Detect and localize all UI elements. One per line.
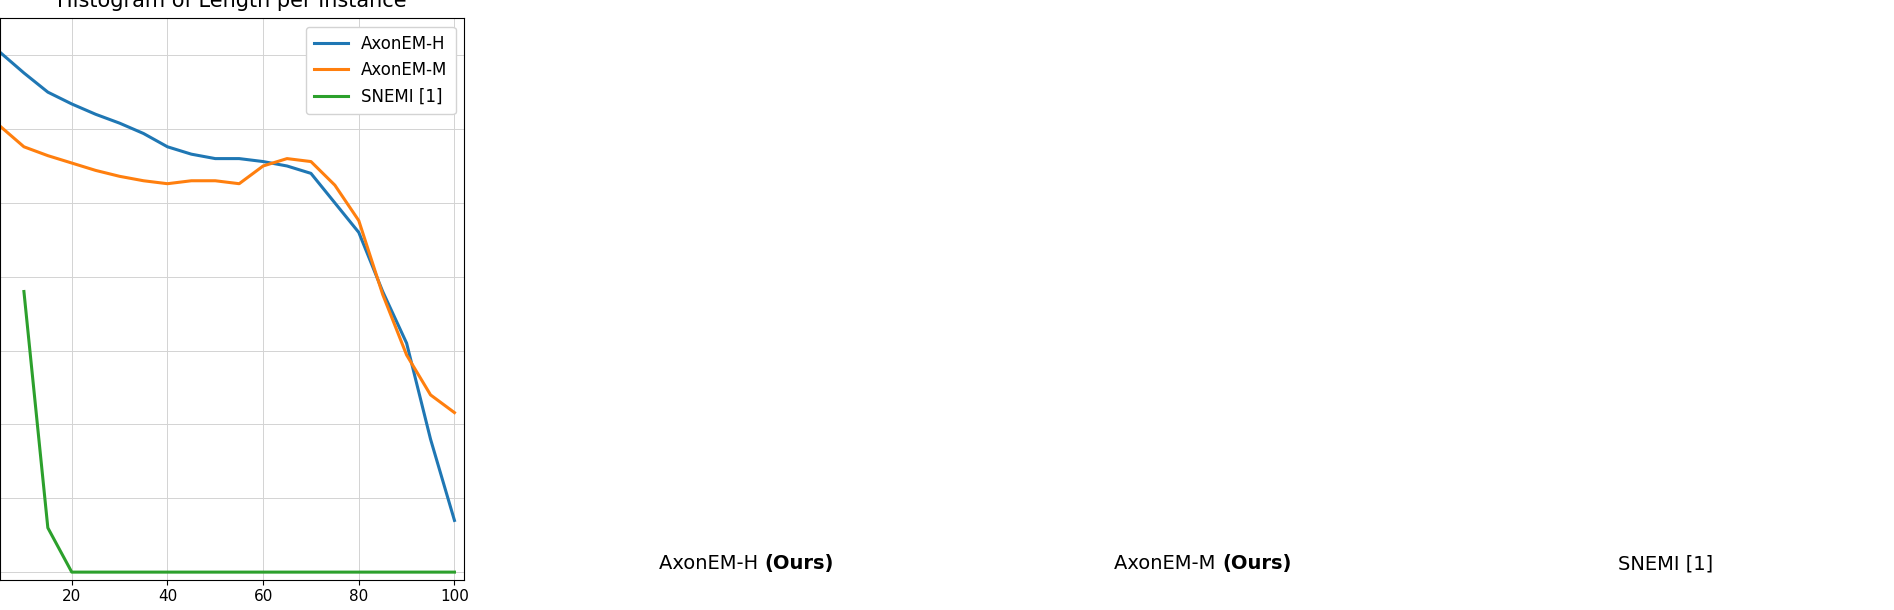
AxonEM-H — [205, 155, 227, 162]
AxonEM-H — [133, 130, 155, 137]
AxonEM-M — [85, 167, 108, 174]
AxonEM-M — [277, 155, 299, 162]
Text: AxonEM-M: AxonEM-M — [1114, 554, 1222, 573]
SNEMI [1] — [108, 569, 131, 576]
AxonEM-M — [252, 162, 275, 170]
Line: SNEMI [1]: SNEMI [1] — [25, 292, 455, 572]
SNEMI [1] — [347, 569, 369, 576]
SNEMI [1] — [371, 569, 394, 576]
Text: SNEMI [1]: SNEMI [1] — [1617, 554, 1712, 573]
SNEMI [1] — [227, 569, 250, 576]
SNEMI [1] — [396, 569, 419, 576]
AxonEM-H — [85, 110, 108, 118]
Text: (Ours): (Ours) — [765, 554, 833, 573]
AxonEM-M — [227, 180, 250, 187]
AxonEM-H — [180, 151, 203, 158]
AxonEM-H — [61, 100, 83, 107]
AxonEM-M — [180, 177, 203, 184]
Title: Histogram of Length per Instance: Histogram of Length per Instance — [57, 0, 407, 11]
SNEMI [1] — [13, 288, 36, 295]
SNEMI [1] — [61, 569, 83, 576]
AxonEM-H — [36, 88, 59, 96]
AxonEM-M — [396, 351, 419, 359]
AxonEM-H — [227, 155, 250, 162]
SNEMI [1] — [36, 524, 59, 531]
AxonEM-H — [443, 517, 466, 524]
AxonEM-M — [371, 291, 394, 298]
AxonEM-H — [0, 49, 11, 56]
AxonEM-H — [324, 199, 347, 207]
AxonEM-M — [133, 177, 155, 184]
Text: (Ours): (Ours) — [1222, 554, 1292, 573]
Legend: AxonEM-H, AxonEM-M, SNEMI [1]: AxonEM-H, AxonEM-M, SNEMI [1] — [307, 27, 456, 114]
Line: AxonEM-M: AxonEM-M — [0, 126, 455, 412]
SNEMI [1] — [205, 569, 227, 576]
SNEMI [1] — [419, 569, 441, 576]
AxonEM-M — [13, 143, 36, 151]
SNEMI [1] — [443, 569, 466, 576]
AxonEM-M — [419, 391, 441, 398]
AxonEM-M — [347, 217, 369, 224]
SNEMI [1] — [85, 569, 108, 576]
SNEMI [1] — [277, 569, 299, 576]
AxonEM-H — [252, 158, 275, 165]
SNEMI [1] — [299, 569, 322, 576]
AxonEM-M — [299, 158, 322, 165]
SNEMI [1] — [155, 569, 178, 576]
AxonEM-H — [371, 288, 394, 295]
SNEMI [1] — [133, 569, 155, 576]
SNEMI [1] — [324, 569, 347, 576]
AxonEM-H — [396, 340, 419, 347]
AxonEM-H — [419, 436, 441, 443]
AxonEM-H — [13, 70, 36, 77]
AxonEM-M — [443, 409, 466, 416]
Text: AxonEM-H: AxonEM-H — [659, 554, 765, 573]
AxonEM-H — [277, 162, 299, 170]
SNEMI [1] — [252, 569, 275, 576]
AxonEM-H — [347, 229, 369, 236]
SNEMI [1] — [180, 569, 203, 576]
AxonEM-M — [0, 123, 11, 130]
AxonEM-H — [299, 170, 322, 177]
AxonEM-M — [324, 182, 347, 189]
AxonEM-M — [205, 177, 227, 184]
AxonEM-M — [108, 173, 131, 180]
Line: AxonEM-H: AxonEM-H — [0, 52, 455, 520]
AxonEM-H — [108, 120, 131, 127]
AxonEM-M — [36, 152, 59, 159]
AxonEM-M — [61, 159, 83, 167]
AxonEM-M — [155, 180, 178, 187]
AxonEM-H — [155, 143, 178, 151]
